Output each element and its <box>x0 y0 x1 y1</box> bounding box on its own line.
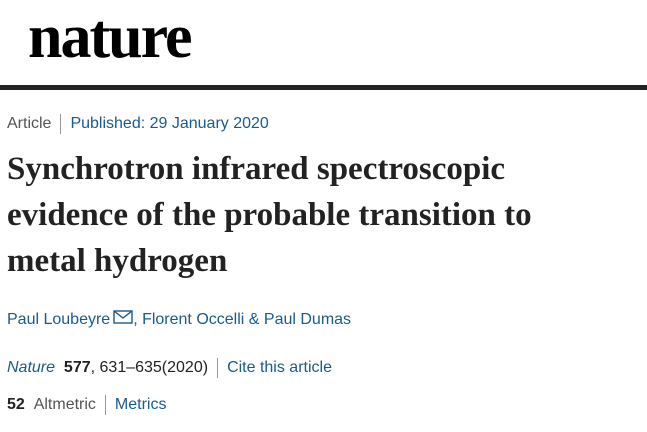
author-separator: & <box>244 311 264 328</box>
altmetric-score: 52 <box>7 396 25 414</box>
author[interactable]: Paul Dumas <box>263 311 352 328</box>
separator <box>60 114 62 134</box>
citation: Nature 577, 631–635(2020) Cite this artic… <box>7 358 332 378</box>
author-separator: , <box>133 311 143 328</box>
email-icon[interactable] <box>113 310 133 324</box>
title-line: evidence of the probable transition to <box>7 197 532 233</box>
title-line: metal hydrogen <box>7 243 228 279</box>
author[interactable]: Florent Occelli <box>142 311 245 328</box>
logo[interactable]: nature <box>28 3 193 71</box>
journal[interactable]: Nature <box>7 359 56 377</box>
article-info: Article Published: 29 January 2020 <box>7 114 269 134</box>
separator <box>104 395 106 415</box>
header-rule <box>0 85 647 90</box>
author[interactable]: Paul Loubeyre <box>7 311 111 328</box>
metrics-link[interactable]: Metrics <box>114 396 167 414</box>
pages: , 631–635(2020) <box>90 359 209 377</box>
cite-link[interactable]: Cite this article <box>227 359 332 377</box>
article-type: Article <box>7 115 52 133</box>
authors: Paul Loubeyre, Florent Occelli & Paul Du… <box>7 310 351 329</box>
altmetric-label: Altmetric <box>33 396 96 414</box>
metrics: 52 Altmetric Metrics <box>7 395 166 415</box>
volume: 577 <box>63 359 91 377</box>
article-title: Synchrotron infrared spectroscopic evide… <box>7 146 532 284</box>
published-date: Published: 29 January 2020 <box>70 115 269 133</box>
title-line: Synchrotron infrared spectroscopic <box>7 151 506 187</box>
separator <box>217 358 219 378</box>
